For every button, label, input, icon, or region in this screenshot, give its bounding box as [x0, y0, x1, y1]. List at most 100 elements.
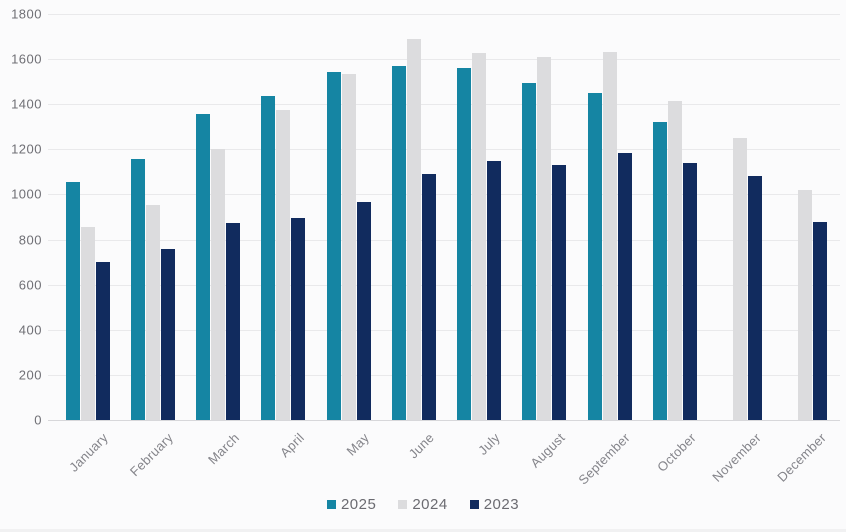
gridline	[48, 329, 840, 331]
chart-legend: 2025 2024 2023	[0, 496, 846, 513]
bar-2024-june	[406, 38, 421, 420]
month-label-october: October	[653, 430, 699, 475]
bar-group-february	[120, 14, 185, 420]
legend-item-2025[interactable]: 2025	[326, 496, 377, 513]
y-tick-label: 1000	[11, 186, 42, 202]
y-tick-label: 400	[18, 322, 42, 338]
gridline	[48, 104, 840, 106]
bar-2025-april	[261, 96, 276, 420]
legend-label-2025: 2025	[340, 496, 377, 513]
month-label-january: January	[66, 430, 112, 475]
gridline	[48, 14, 840, 15]
y-axis-tick-labels: 0 200 400 600 800 1000 1200 1400 1600 1800	[0, 0, 42, 532]
month-cell-may: May	[316, 420, 381, 495]
month-label-may: May	[343, 430, 373, 459]
month-cell-april: April	[251, 420, 316, 495]
bar-2023-april	[291, 218, 306, 420]
bar-2025-february	[130, 159, 145, 420]
bar-2025-march	[196, 114, 211, 420]
y-tick-label: 0	[34, 412, 42, 428]
gridline	[48, 194, 840, 196]
bar-2024-may	[341, 73, 356, 420]
bar-group-december	[773, 14, 838, 420]
bar-2023-december	[813, 221, 828, 420]
month-label-june: June	[406, 430, 438, 462]
gridline	[48, 284, 840, 286]
y-tick-label: 1600	[11, 51, 42, 67]
bar-2024-november	[733, 138, 748, 420]
bottom-edge-divider	[0, 529, 846, 532]
bar-2024-february	[145, 204, 160, 420]
legend-swatch-2024	[398, 500, 408, 509]
legend-item-2023[interactable]: 2023	[469, 496, 520, 513]
bar-2024-april	[276, 109, 291, 420]
legend-label-2023: 2023	[483, 496, 520, 513]
bar-2024-october	[667, 100, 682, 420]
bar-2023-september	[617, 152, 632, 420]
legend-swatch-2025	[326, 500, 336, 509]
legend-label-2024: 2024	[412, 496, 448, 513]
plot-area	[55, 14, 838, 420]
bar-group-november	[708, 14, 773, 420]
month-cell-july: July	[447, 420, 512, 495]
bar-2024-august	[537, 56, 552, 420]
gridline	[48, 239, 840, 241]
month-cell-december: December	[773, 420, 838, 495]
y-tick-label: 1400	[11, 96, 42, 112]
bar-group-july	[447, 14, 512, 420]
bar-2025-october	[652, 122, 667, 420]
gridline	[48, 59, 840, 61]
bar-2023-november	[748, 176, 763, 420]
bar-2023-january	[95, 262, 110, 420]
gridline-layer	[48, 0, 840, 532]
bar-2024-january	[80, 227, 95, 420]
month-cell-september: September	[575, 420, 642, 495]
month-cell-june: June	[381, 420, 446, 495]
bar-group-june	[381, 14, 446, 420]
bar-2023-october	[682, 162, 697, 420]
month-cell-november: November	[708, 420, 773, 495]
month-label-august: August	[527, 430, 568, 471]
legend-item-2024[interactable]: 2024	[398, 496, 447, 513]
bar-2023-february	[160, 248, 175, 420]
bar-group-january	[55, 14, 120, 420]
gridline	[48, 374, 840, 376]
month-label-february: February	[127, 430, 177, 480]
bar-group-may	[316, 14, 381, 420]
bar-2025-may	[326, 71, 341, 420]
bar-2023-may	[356, 202, 371, 420]
month-cell-february: February	[120, 420, 185, 495]
month-label-march: March	[204, 430, 242, 468]
bar-group-october	[642, 14, 707, 420]
month-label-april: April	[276, 430, 307, 461]
y-tick-label: 200	[18, 367, 42, 383]
y-tick-label: 1800	[11, 6, 42, 22]
legend-swatch-2023	[469, 500, 479, 509]
bar-group-september	[577, 14, 642, 420]
bar-2023-march	[226, 222, 241, 420]
bar-2025-august	[522, 82, 537, 420]
month-label-september: September	[575, 430, 634, 488]
bar-2025-september	[587, 92, 602, 420]
bar-2024-december	[798, 189, 813, 420]
bar-group-august	[512, 14, 577, 420]
bar-2024-march	[211, 149, 226, 420]
y-tick-label: 800	[18, 232, 42, 248]
bar-2025-june	[391, 65, 406, 420]
bar-2023-july	[487, 160, 502, 420]
bar-2024-september	[602, 52, 617, 420]
bar-2023-august	[552, 165, 567, 420]
bar-2025-january	[65, 182, 80, 420]
x-axis-month-labels: January February March April May June July Augu…	[55, 420, 838, 495]
bar-2025-july	[457, 68, 472, 420]
x-axis-line	[48, 420, 840, 421]
gridline	[48, 149, 840, 151]
month-cell-january: January	[55, 420, 120, 495]
month-label-november: November	[709, 430, 764, 485]
month-cell-october: October	[642, 420, 707, 495]
month-cell-august: August	[512, 420, 577, 495]
y-tick-label: 1200	[11, 141, 42, 157]
bar-2023-june	[421, 174, 436, 420]
y-tick-label: 600	[18, 277, 42, 293]
